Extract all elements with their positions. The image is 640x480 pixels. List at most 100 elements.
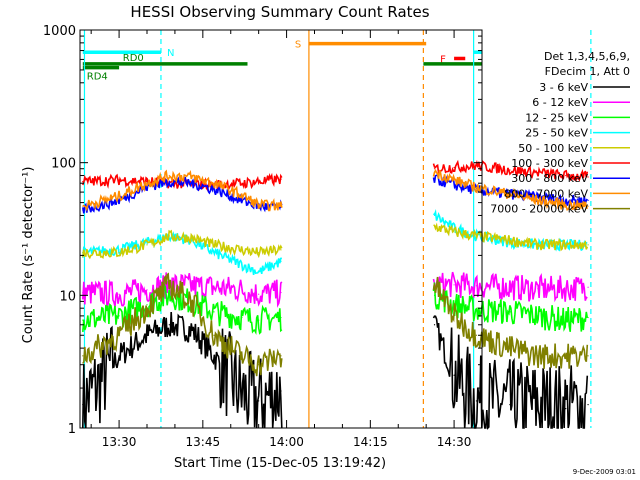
data-point [213,286,215,288]
x-tick-label: 13:45 [186,435,221,449]
y-tick-label: 10 [59,289,76,304]
data-point [258,293,260,295]
data-point [433,294,436,296]
data-point [565,174,567,177]
data-point [82,404,84,406]
legend-label: 6 - 12 keV [532,96,588,109]
data-point [168,180,170,183]
data-point [191,176,193,178]
data-point [453,166,455,169]
data-point [280,249,282,251]
data-point [565,244,567,246]
series-line [82,222,589,260]
series-line [82,282,589,335]
y-tick-label: 100 [51,157,76,172]
data-point [82,205,84,207]
data-point [509,193,511,195]
x-tick-label: 14:00 [269,435,304,449]
flag-f: F [440,54,466,65]
data-point [241,264,243,266]
data-point [191,300,193,303]
vertical-markers [83,30,592,428]
data-point [168,174,170,177]
flags-layer: N S F RD0 RD4 [82,40,482,83]
data-point [146,304,148,306]
data-point [280,260,282,263]
data-point [433,178,436,180]
data-point [241,194,243,196]
data-point [587,316,589,319]
data-point [280,316,282,319]
data-point [118,334,120,336]
data-point [587,199,589,201]
legend-label: 300 - 800 keV [511,172,588,185]
axes-frame [79,29,483,429]
legend-entry: 50 - 100 keV [518,142,630,155]
data-point [258,271,260,273]
flag-s: S [295,40,427,51]
series-7000-20000-kev [82,272,589,377]
data-point [509,169,511,171]
data-point [433,324,436,326]
data-point [146,307,148,309]
data-point [509,239,511,241]
data-point [146,182,148,184]
data-point [168,294,170,296]
data-point [168,235,170,237]
data-point [537,244,539,246]
legend-label: 12 - 25 keV [525,111,588,124]
data-point [213,188,215,190]
legend: Det 1,3,4,5,6,9, FDecim 1, Att 0 3 - 6 k… [490,50,630,216]
data-point [475,400,478,402]
legend-label: 100 - 300 keV [511,157,588,170]
legend-label: 50 - 100 keV [518,142,588,155]
legend-label: 800 - 7000 keV [504,187,588,200]
data-point [82,355,84,357]
plot-background [80,30,482,428]
data-point [537,196,539,198]
data-point [587,404,589,406]
flag-label: N [167,48,174,59]
data-point [565,288,567,290]
data-point [587,205,589,207]
data-point [82,180,84,183]
data-point [241,249,243,251]
data-point [453,315,455,317]
data-point [509,347,511,349]
data-point [280,390,282,392]
data-point [453,184,455,186]
data-point [509,404,511,406]
data-point [475,235,478,237]
data-point [537,172,539,174]
legend-label: 25 - 50 keV [525,127,588,140]
data-point [191,285,193,287]
data-point [475,334,478,336]
data-point [168,284,170,286]
data-point [118,293,120,295]
legend-label: 7000 - 20000 keV [490,203,588,216]
data-point [82,319,84,321]
data-point [509,286,511,288]
data-point [280,291,282,294]
data-point [475,186,478,189]
legend-entry: 300 - 800 keV [511,172,630,185]
data-point [587,244,589,246]
x-tick-label: 13:30 [102,435,137,449]
y-axis-label: Count Rate (s⁻¹ detector⁻¹) [21,167,36,344]
data-point [146,334,148,336]
data-point [537,288,539,290]
data-point [146,244,148,246]
legend-entry: 3 - 6 keV [539,81,630,94]
data-point [433,214,436,217]
series-line [82,168,589,212]
series-line [82,271,588,308]
data-point [82,291,84,294]
y-tick-label: 1000 [43,24,76,39]
data-point [565,199,567,201]
data-point [453,284,455,286]
data-point [537,199,539,201]
x-tick-label: 14:30 [437,435,472,449]
data-point [118,195,120,197]
series-line [82,272,589,377]
